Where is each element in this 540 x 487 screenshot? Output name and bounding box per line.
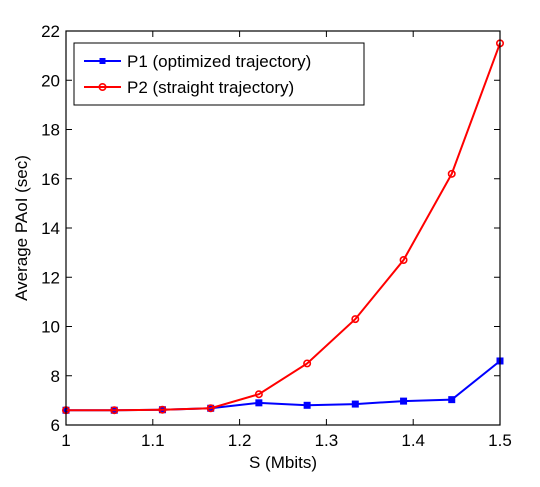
y-tick-label: 16 [41, 170, 60, 189]
legend-marker [98, 83, 107, 92]
series-2-point [303, 359, 312, 368]
legend: P1 (optimized trajectory) P2 (straight tr… [73, 42, 365, 106]
legend-box [73, 42, 365, 106]
legend-label: P1 (optimized trajectory) [127, 52, 311, 71]
series-1-point [303, 401, 311, 409]
series-2-point [110, 406, 119, 415]
series-2-point [206, 404, 215, 413]
legend-item-2: P2 (straight trajectory) [84, 78, 294, 97]
x-tick-label: 1 [61, 431, 70, 450]
x-axis-label: S (Mbits) [249, 453, 317, 472]
series-2-point [351, 315, 360, 324]
series-line-2 [66, 42, 501, 412]
plot-marks [61, 39, 504, 415]
series-1-point [351, 400, 359, 408]
series-1-point [400, 397, 408, 405]
x-tick-label: 1.2 [228, 431, 252, 450]
series-2-point [399, 256, 408, 265]
y-tick-label: 18 [41, 121, 60, 140]
y-tick-label: 22 [41, 22, 60, 41]
series-2-point [254, 390, 263, 399]
x-tick-label: 1.3 [315, 431, 339, 450]
y-tick-label: 20 [41, 71, 60, 90]
legend-marker [99, 58, 106, 64]
series-2-point [158, 405, 167, 414]
y-tick-label: 12 [41, 268, 60, 287]
legend-item-1: P1 (optimized trajectory) [84, 52, 311, 71]
y-tick-label: 14 [41, 219, 60, 238]
series-1-point [255, 399, 263, 407]
x-tick-label: 1.4 [401, 431, 425, 450]
y-axis-label: Average PAoI (sec) [12, 155, 31, 301]
y-tick-label: 10 [41, 318, 60, 337]
series-2-point [447, 169, 456, 178]
x-axis: 1 1.1 1.2 1.3 1.4 1.5 [61, 31, 512, 450]
x-tick-label: 1.1 [141, 431, 165, 450]
x-tick-label: 1.5 [488, 431, 512, 450]
y-tick-label: 6 [51, 416, 60, 435]
y-axis: 6 8 10 12 14 16 18 20 22 [41, 22, 500, 435]
series-1-point [448, 396, 456, 404]
legend-label: P2 (straight trajectory) [127, 78, 294, 97]
y-tick-label: 8 [51, 367, 60, 386]
series-line-1 [66, 360, 501, 412]
